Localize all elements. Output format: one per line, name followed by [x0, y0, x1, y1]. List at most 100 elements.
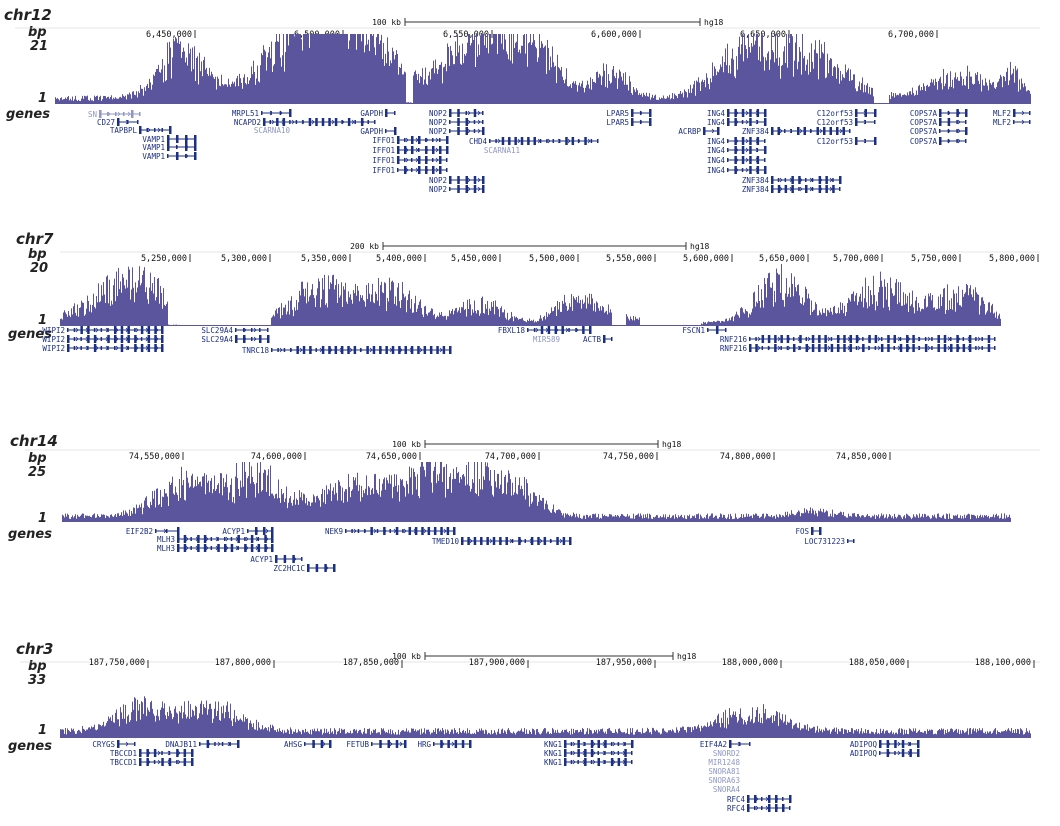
coverage-bar — [851, 80, 852, 104]
coverage-bar — [934, 514, 935, 522]
coverage-bar — [930, 518, 931, 522]
coverage-bar — [766, 719, 767, 738]
gene-exon — [153, 749, 157, 757]
coverage-bar — [770, 516, 771, 522]
coverage-bar — [187, 325, 188, 326]
coverage-bar — [425, 305, 426, 326]
coverage-bar — [142, 702, 143, 738]
coverage-bar — [926, 85, 927, 104]
coverage-bar — [392, 280, 393, 326]
coverage-bar — [513, 34, 514, 104]
coverage-bar — [800, 516, 801, 522]
tick-label: 74,700,000 — [485, 452, 536, 462]
gene-exon — [570, 742, 573, 746]
coverage-bar — [250, 325, 251, 326]
coverage-bar — [154, 277, 155, 326]
coverage-bar — [825, 78, 826, 104]
gene-exon — [296, 346, 299, 354]
coverage-bar — [813, 726, 814, 738]
coverage-bar — [359, 301, 360, 326]
coverage-bar — [272, 724, 273, 738]
coverage-bar — [728, 73, 729, 104]
gene-exon — [482, 111, 484, 115]
gene-exon — [849, 335, 853, 343]
gene-label: FSCN1 — [682, 326, 705, 335]
coverage-bar — [798, 284, 799, 326]
coverage-bar — [100, 516, 101, 522]
coverage-bar — [183, 325, 184, 326]
coverage-bar — [966, 731, 967, 738]
coverage-bar — [1003, 731, 1004, 738]
coverage-bar — [925, 514, 926, 522]
tick-label: 5,600,000 — [683, 254, 729, 264]
coverage-bar — [151, 505, 152, 522]
coverage-bar — [790, 515, 791, 522]
coverage-bar — [716, 723, 717, 738]
coverage-bar — [290, 300, 291, 326]
coverage-bar — [409, 732, 410, 738]
coverage-bar — [886, 514, 887, 522]
coverage-bar — [488, 53, 489, 104]
coverage-bar — [226, 474, 227, 522]
coverage-bar — [699, 518, 700, 522]
coverage-bar — [817, 725, 818, 738]
coverage-bar — [947, 729, 948, 738]
gene-exon — [194, 152, 197, 160]
coverage-bar — [731, 717, 732, 738]
coverage-bar — [195, 325, 196, 326]
gene-exon — [617, 758, 621, 766]
coverage-bar — [85, 515, 86, 522]
coverage-bar — [133, 287, 134, 326]
coverage-bar — [406, 312, 407, 326]
gene-exon — [404, 346, 407, 354]
coverage-bar — [919, 84, 920, 104]
coverage-bar — [443, 316, 444, 326]
coverage-bar — [243, 714, 244, 738]
coverage-bar — [185, 62, 186, 104]
coverage-bar — [141, 283, 142, 326]
coverage-bar — [482, 489, 483, 522]
coverage-bar — [962, 730, 963, 738]
coverage-bar — [986, 733, 987, 738]
gene-exon — [780, 346, 782, 350]
gene-exon — [446, 136, 449, 144]
coverage-bar — [518, 52, 519, 104]
coverage-bar — [547, 731, 548, 738]
strand-arrow — [907, 336, 911, 342]
coverage-bar — [474, 300, 475, 326]
coverage-bar — [624, 325, 625, 326]
coverage-bar — [129, 721, 130, 738]
gene-exon — [147, 344, 151, 352]
coverage-bar — [143, 270, 144, 326]
coverage-bar — [571, 294, 572, 326]
coverage-bar — [60, 318, 61, 326]
coverage-bar — [998, 731, 999, 738]
coverage-bar — [794, 515, 795, 522]
coverage-bar — [959, 517, 960, 522]
coverage-bar — [318, 731, 319, 738]
coverage-bar — [362, 734, 363, 738]
coverage-bar — [380, 40, 381, 104]
coverage-bar — [152, 283, 153, 326]
coverage-bar — [371, 489, 372, 522]
coverage-bar — [65, 312, 66, 326]
coverage-bar — [875, 103, 876, 104]
coverage-bar — [583, 515, 584, 522]
coverage-bar — [190, 704, 191, 738]
strand-arrow — [405, 157, 409, 163]
coverage-bar — [394, 474, 395, 522]
coverage-bar — [250, 77, 251, 104]
coverage-bar — [653, 325, 654, 326]
coverage-bar — [61, 729, 62, 738]
gene-exon — [439, 138, 441, 142]
coverage-bar — [818, 315, 819, 326]
gene-exon — [843, 335, 846, 343]
gene-label: ZNF384 — [742, 185, 770, 194]
gene-exon — [271, 535, 274, 543]
gene-exon — [754, 795, 757, 803]
coverage-bar — [867, 514, 868, 522]
tick-label: 74,600,000 — [251, 452, 302, 462]
coverage-bar — [184, 51, 185, 104]
coverage-bar — [467, 42, 468, 104]
coverage-bar — [96, 96, 97, 104]
